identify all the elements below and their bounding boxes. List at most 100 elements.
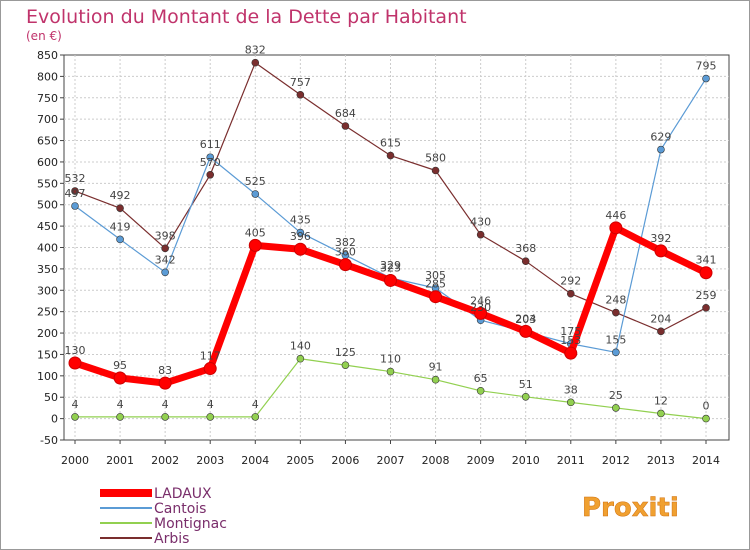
data-point [158,376,172,390]
data-label: 175 [560,325,581,338]
data-point [476,230,485,239]
data-point [657,327,665,336]
data-labels: 130 95 83 117 405 396 360 323 285 246 204 153 446 392… [65,44,717,413]
data-label: 155 [605,333,626,346]
legend-label: Cantois [154,501,206,517]
x-tick-label: 2011 [557,454,585,467]
data-label: 110 [380,353,401,366]
legend-label: LADAUX [154,486,212,502]
x-tick-label: 2004 [241,454,269,467]
data-point [71,202,79,210]
y-tick-label: 250 [37,306,58,319]
data-point [338,258,352,272]
data-point [699,266,713,280]
data-label: 204 [515,312,536,325]
data-label: 795 [696,60,717,73]
data-label: 4 [252,398,259,411]
proxiti-logo: Proxiti [582,493,679,524]
data-label: 292 [560,275,581,288]
x-tick-label: 2014 [692,454,720,467]
data-label: 246 [470,294,491,307]
y-tick-label: 350 [37,263,58,276]
data-label: 396 [290,230,311,243]
data-point [116,204,124,212]
data-point [68,356,82,370]
y-tick-label: 850 [37,49,58,62]
y-tick-label: 0 [51,413,58,426]
data-label: 4 [207,398,214,411]
data-label: 125 [335,346,356,359]
data-label: 25 [609,389,623,402]
data-point [702,74,710,83]
data-point [161,413,169,421]
data-label: 4 [72,398,79,411]
legend-label: Montignac [154,516,227,532]
y-tick-label: -50 [40,434,58,447]
data-label: 615 [380,137,401,150]
data-point [296,228,305,237]
legend-swatch [100,489,152,497]
data-label: 51 [519,378,533,391]
y-tick-label: 200 [37,327,58,340]
legend-label: Arbis [154,531,189,547]
data-label: 398 [155,229,176,242]
data-point [206,170,215,179]
data-point [113,371,127,385]
data-label: 0 [703,400,710,413]
y-tick-label: 700 [37,113,58,126]
data-point [161,268,169,277]
y-tick-label: 150 [37,348,58,361]
data-label: 65 [474,372,488,385]
data-point [609,221,623,235]
data-label: 4 [117,398,124,411]
data-label: 4 [162,398,169,411]
data-point [251,58,260,67]
data-point [521,257,530,265]
data-point [296,90,305,99]
data-point [702,414,710,423]
data-point [71,187,79,195]
data-label: 368 [515,242,536,255]
data-point [657,145,665,154]
y-tick-label: 50 [44,391,58,404]
data-point [71,413,79,421]
y-tick-label: 400 [37,242,58,255]
y-tick-label: 450 [37,220,58,233]
x-tick-label: 2013 [647,454,675,467]
data-point [612,348,620,357]
x-tick-label: 2006 [331,454,359,467]
data-point [431,375,440,384]
data-label: 230 [470,301,491,314]
data-label: 832 [245,44,266,57]
y-tick-label: 800 [37,70,58,83]
x-tick-label: 2007 [377,454,405,467]
x-tick-label: 2005 [286,454,314,467]
x-axis: 2000 2001 2002 2003 2004 2005 2006 2007 2008 2009… [61,440,720,467]
x-tick-label: 2008 [422,454,450,467]
data-label: 153 [560,334,581,347]
data-label: 38 [564,383,578,396]
data-point [657,409,665,418]
data-point [251,190,260,198]
data-point [429,290,443,304]
data-label: 259 [696,289,717,302]
y-tick-label: 650 [37,135,58,148]
data-point [476,387,485,395]
y-tick-label: 550 [37,177,58,190]
data-label: 419 [110,220,131,233]
data-point [431,166,440,175]
x-tick-label: 2001 [106,454,134,467]
data-label: 497 [65,187,86,200]
data-label: 12 [654,394,668,407]
data-point [386,367,395,376]
data-point [161,244,169,253]
x-tick-label: 2000 [61,454,89,467]
data-point [702,304,710,312]
data-point [248,238,262,252]
data-label: 532 [65,172,86,185]
grid [64,55,729,440]
data-label: 341 [696,254,717,267]
data-point [203,362,217,376]
